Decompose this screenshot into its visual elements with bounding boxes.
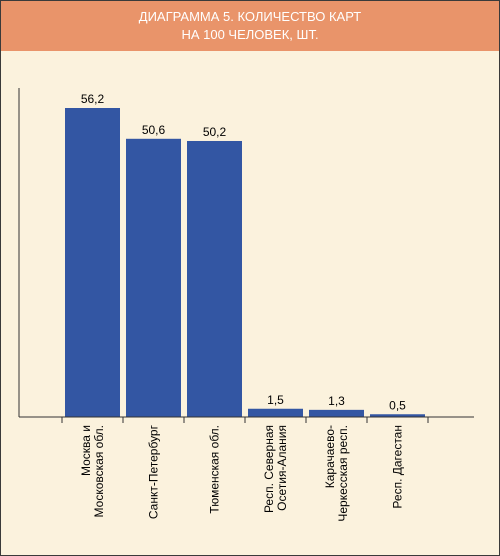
bar-6 xyxy=(370,414,425,417)
category-label-1: Москва и Московская обл. xyxy=(79,425,106,517)
category-label-2-line-1: Санкт-Петербург xyxy=(147,424,161,519)
labels-group: 56,2 Москва и Московская обл. 50,6 Санкт-Пет… xyxy=(79,92,406,522)
category-label-4: Респ. Северная Осетия-Алания xyxy=(262,425,289,513)
category-label-2: Санкт-Петербург xyxy=(147,424,161,519)
bar-3 xyxy=(187,140,242,417)
category-label-6-line-1: Респ. Дагестан xyxy=(391,425,405,509)
value-label-2: 50,6 xyxy=(142,123,166,137)
category-label-5-line-1: Карачаево- xyxy=(323,425,337,488)
bar-5 xyxy=(309,409,364,417)
category-label-4-line-2: Осетия-Алания xyxy=(275,425,289,511)
value-label-6: 0,5 xyxy=(389,398,406,412)
axes-group xyxy=(18,88,474,423)
value-label-1: 56,2 xyxy=(81,92,105,106)
category-label-1-line-1: Москва и xyxy=(79,425,93,476)
category-label-6: Респ. Дагестан xyxy=(391,425,405,509)
bar-2 xyxy=(126,138,181,417)
chart-title-line2: НА 100 ЧЕЛОВЕК, ШТ. xyxy=(181,27,319,42)
category-label-1-line-2: Московская обл. xyxy=(92,425,106,517)
bars-group xyxy=(65,108,425,417)
value-label-3: 50,2 xyxy=(203,125,227,139)
category-label-5: Карачаево- Черкесская респ. xyxy=(323,425,350,522)
category-label-5-line-2: Черкесская респ. xyxy=(336,425,350,522)
value-label-4: 1,5 xyxy=(267,393,284,407)
category-label-3-line-1: Тюменская обл. xyxy=(208,425,222,514)
chart-header: ДИАГРАММА 5. КОЛИЧЕСТВО КАРТ НА 100 ЧЕЛО… xyxy=(1,1,499,51)
bar-4 xyxy=(248,408,303,417)
category-label-4-line-1: Респ. Северная xyxy=(262,425,276,513)
bar-1 xyxy=(65,108,120,417)
category-label-3: Тюменская обл. xyxy=(208,425,222,514)
chart-title-line1: ДИАГРАММА 5. КОЛИЧЕСТВО КАРТ xyxy=(138,9,362,24)
value-label-5: 1,3 xyxy=(328,394,345,408)
